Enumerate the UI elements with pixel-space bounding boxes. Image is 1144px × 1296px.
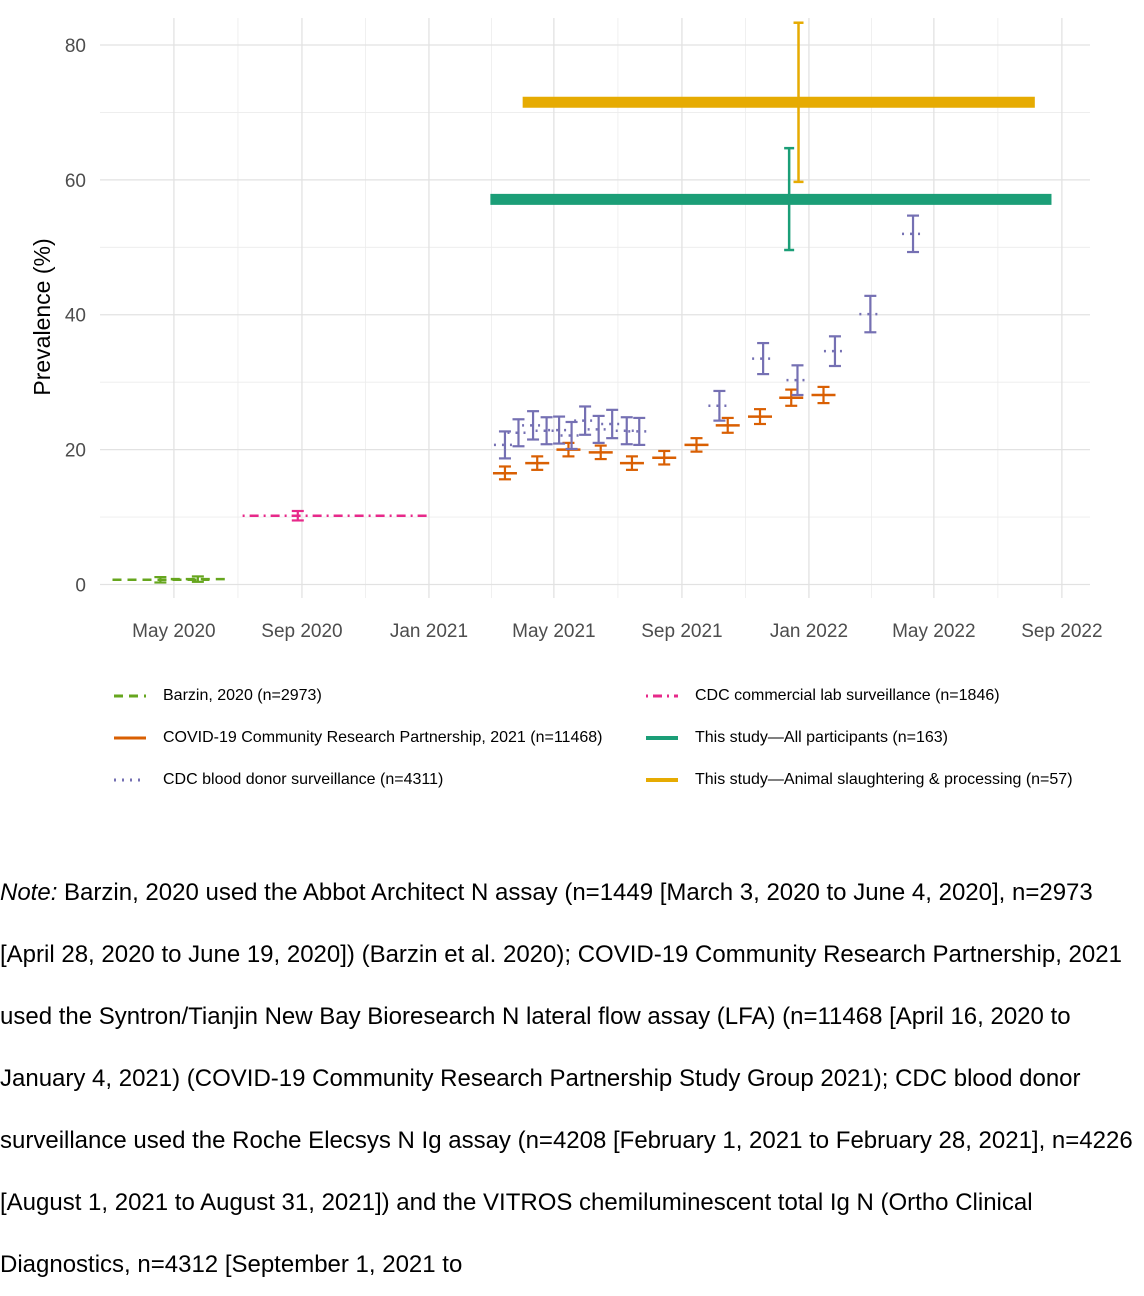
legend-key	[646, 778, 678, 782]
x-tick-label: May 2022	[892, 621, 975, 642]
legend-label: CDC commercial lab surveillance (n=1846)	[695, 687, 1000, 704]
legend-label: This study—All participants (n=163)	[695, 729, 948, 746]
x-tick-label: May 2021	[512, 621, 595, 642]
legend-key	[114, 694, 146, 698]
series-0	[112, 575, 225, 584]
x-tick-label: Jan 2021	[390, 621, 468, 642]
note-paragraph: Note: Barzin, 2020 used the Abbot Archit…	[0, 862, 1144, 1296]
legend-item: Barzin, 2020 (n=2973)	[112, 684, 322, 708]
y-tick-label: 80	[65, 36, 86, 57]
legend-label: Barzin, 2020 (n=2973)	[163, 687, 322, 704]
x-tick-label: Sep 2021	[641, 621, 722, 642]
series-4	[490, 146, 1052, 252]
x-axis-ticks: May 2020 Sep 2020 Jan 2021 May 2021 Sep 2021…	[132, 621, 1102, 642]
series-layer	[112, 21, 1052, 584]
legend-key	[114, 778, 146, 782]
x-tick-label: Jan 2022	[770, 621, 848, 642]
x-tick-label: Sep 2022	[1021, 621, 1102, 642]
legend-key	[114, 736, 146, 740]
grid	[100, 18, 1090, 598]
y-tick-label: 60	[65, 171, 86, 192]
note: Note: Barzin, 2020 used the Abbot Archit…	[0, 862, 1144, 1296]
legend-key	[646, 694, 678, 698]
series-3	[493, 214, 925, 460]
y-tick-label: 0	[75, 576, 86, 597]
note-text: Barzin, 2020 used the Abbot Architect N …	[0, 879, 1133, 1278]
legend-item: COVID-19 Community Research Partnership,…	[112, 726, 602, 750]
legend-label: This study—Animal slaughtering & process…	[695, 771, 1073, 788]
legend-key	[646, 736, 678, 740]
y-axis-title: Prevalence (%)	[29, 238, 55, 395]
legend-label: CDC blood donor surveillance (n=4311)	[163, 771, 444, 788]
note-label: Note:	[0, 879, 58, 906]
legend-item: CDC blood donor surveillance (n=4311)	[112, 768, 443, 792]
series-1	[242, 509, 428, 522]
legend-label: COVID-19 Community Research Partnership,…	[163, 729, 603, 746]
series-5	[522, 21, 1035, 184]
legend-item: CDC commercial lab surveillance (n=1846)	[644, 684, 1000, 708]
legend-item: This study—Animal slaughtering & process…	[644, 768, 1073, 792]
legend-item: This study—All participants (n=163)	[644, 726, 948, 750]
series-2	[492, 385, 836, 481]
x-tick-label: May 2020	[132, 621, 215, 642]
y-axis-ticks: 0 20 40 60 80	[65, 36, 86, 597]
y-tick-label: 20	[65, 441, 86, 462]
y-tick-label: 40	[65, 306, 86, 327]
legend: Barzin, 2020 (n=2973) COVID-19 Community …	[0, 674, 1144, 804]
x-tick-label: Sep 2020	[261, 621, 342, 642]
